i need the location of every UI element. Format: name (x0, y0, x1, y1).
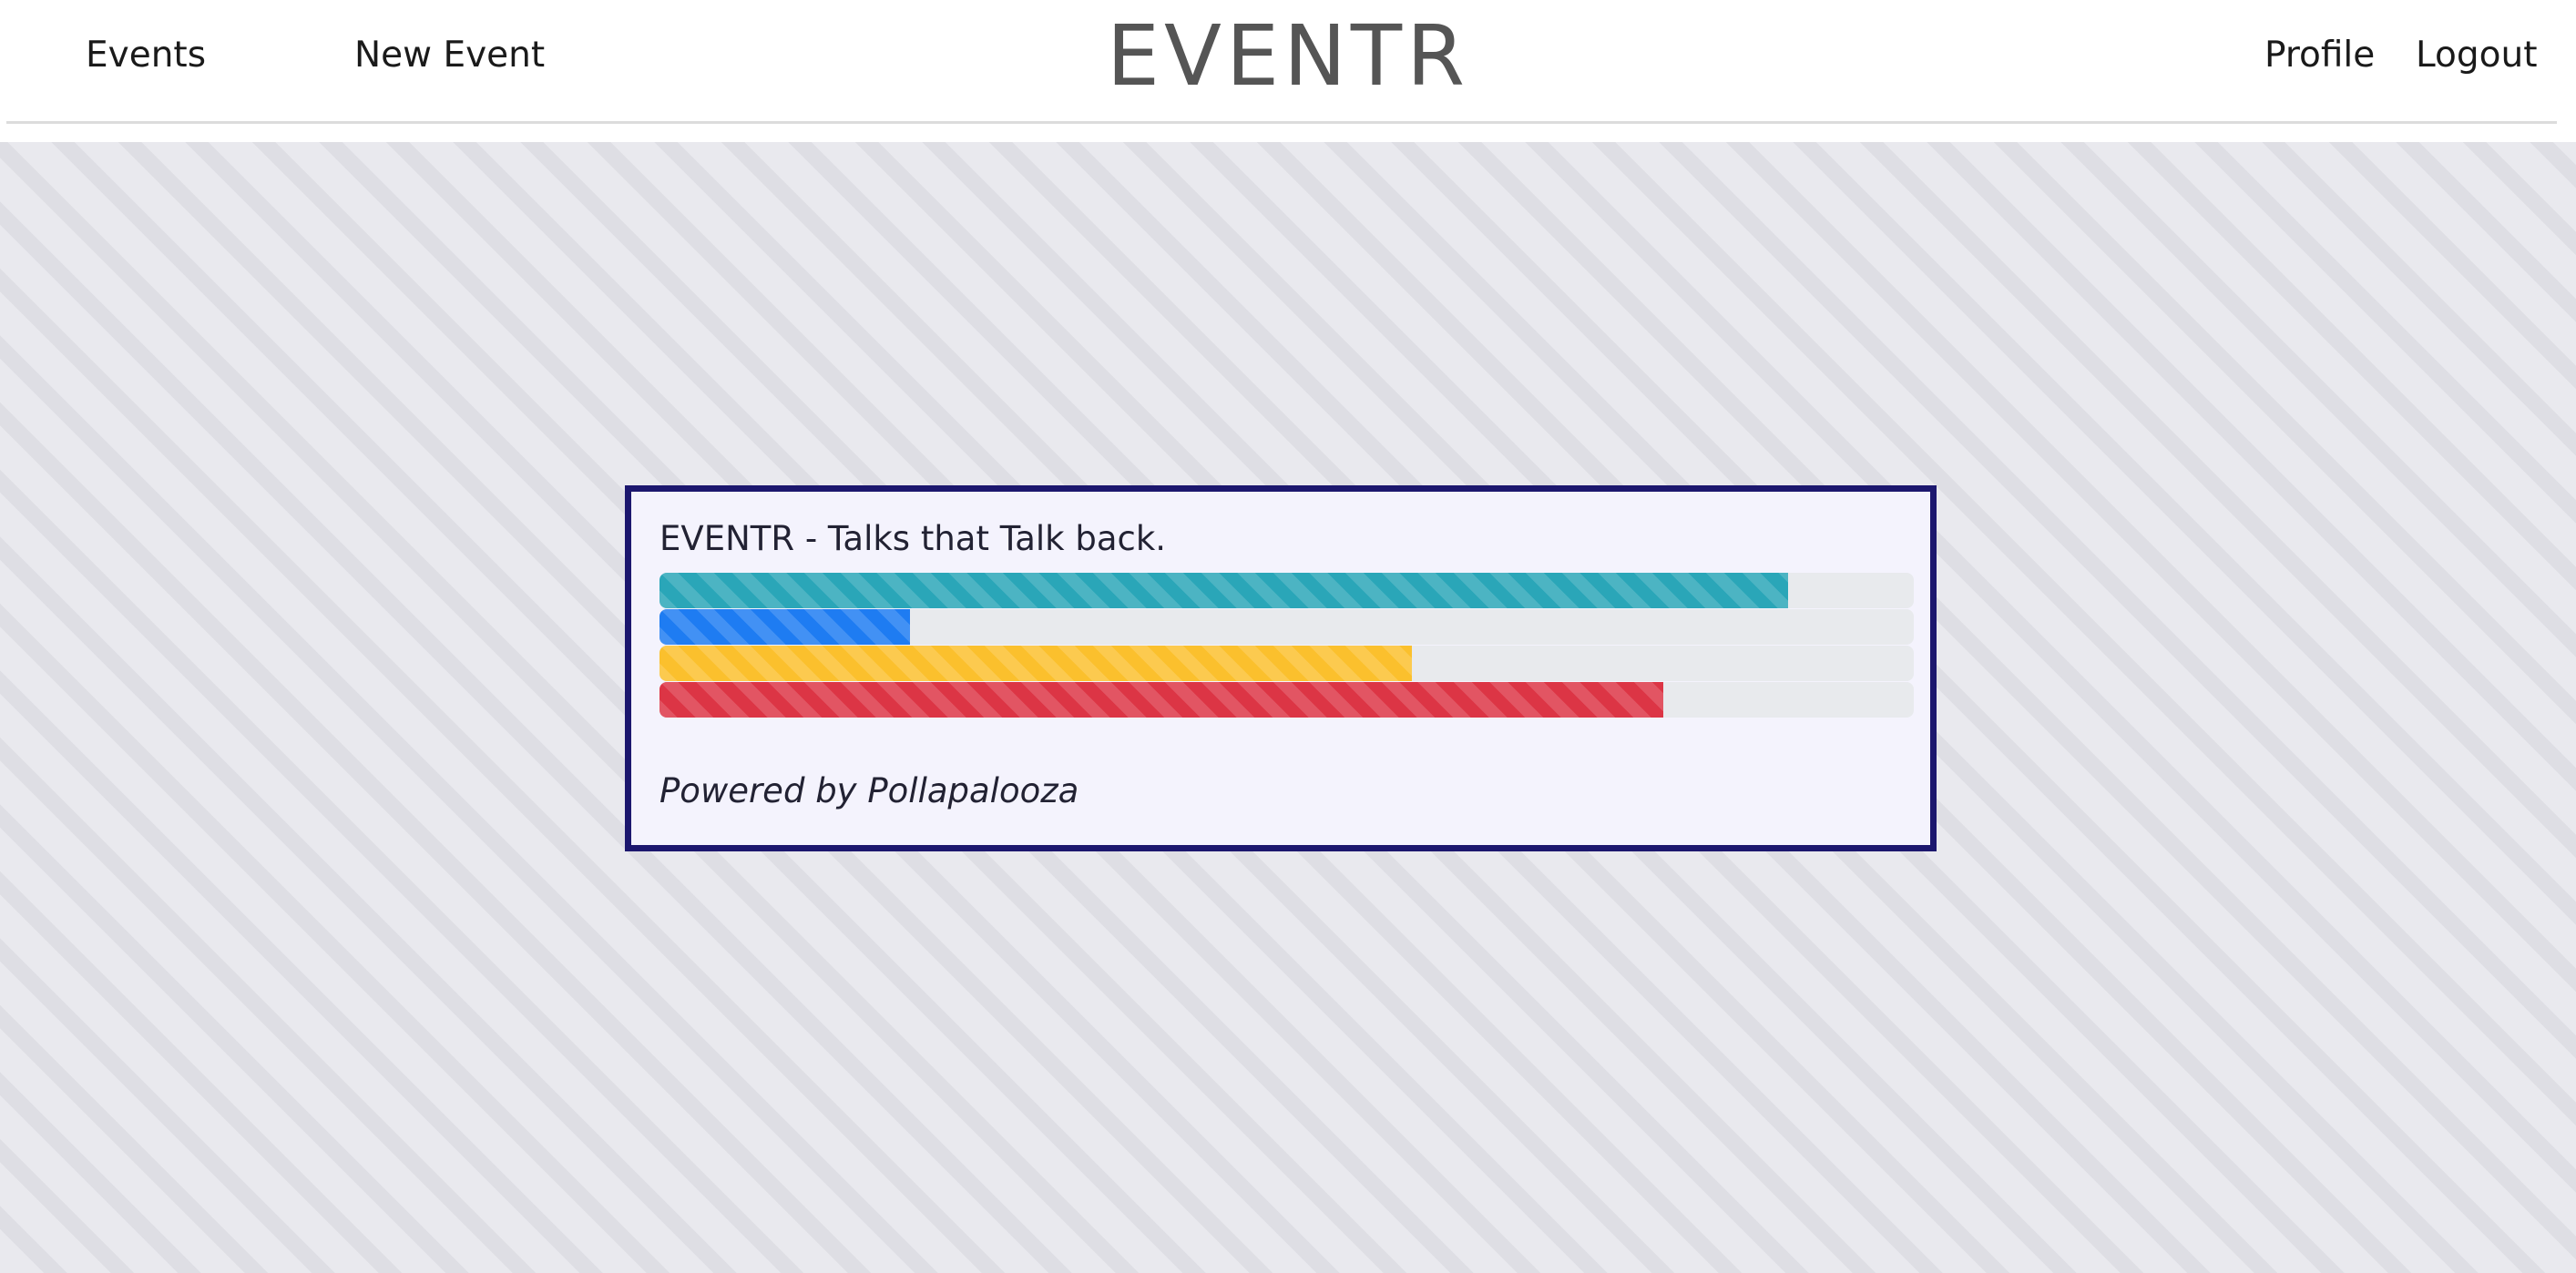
poll-bar-fill (659, 682, 1663, 718)
striped-background: EVENTR - Talks that Talk back. Powered b… (0, 142, 2576, 1273)
poll-results (659, 573, 1914, 718)
poll-bar-track (659, 573, 1914, 608)
poll-bar-fill (659, 646, 1413, 681)
brand-wrapper: EVENTR (0, 7, 2576, 105)
poll-title: EVENTR - Talks that Talk back. (659, 519, 1167, 558)
nav-link-logout[interactable]: Logout (2416, 35, 2538, 76)
poll-card: EVENTR - Talks that Talk back. Powered b… (625, 485, 1937, 851)
nav-link-events[interactable]: Events (86, 35, 207, 76)
poll-bar-fill (659, 609, 911, 645)
powered-by-text: Powered by Pollapalooza (659, 771, 1079, 810)
brand-logo[interactable]: EVENTR (1106, 7, 1470, 105)
top-navbar: Events New Event EVENTR Profile Logout (0, 0, 2576, 142)
nav-link-profile[interactable]: Profile (2264, 35, 2376, 76)
poll-bar-track (659, 646, 1914, 681)
navbar-divider (6, 121, 2557, 124)
nav-link-new-event[interactable]: New Event (354, 35, 546, 76)
poll-bar-track (659, 609, 1914, 645)
poll-bar-fill (659, 573, 1789, 608)
poll-bar-track (659, 682, 1914, 718)
